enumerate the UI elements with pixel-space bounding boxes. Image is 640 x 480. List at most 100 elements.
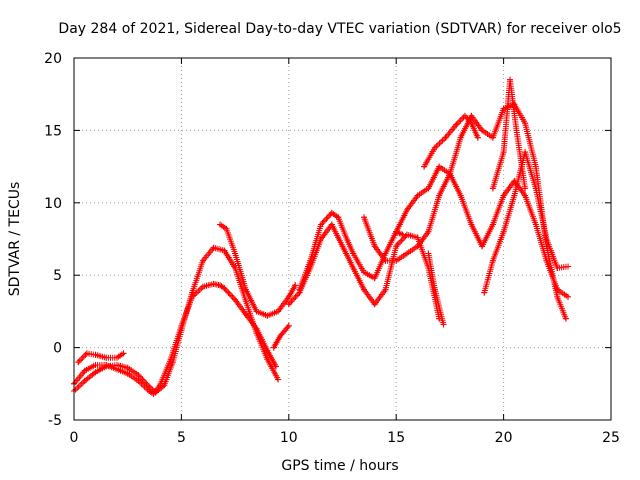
data-point	[360, 214, 367, 221]
data-point	[468, 221, 475, 228]
data-point	[489, 185, 496, 192]
series-track-g	[296, 209, 406, 293]
y-tick-label: 10	[44, 196, 62, 212]
data-point	[565, 293, 572, 300]
data-point	[285, 322, 292, 329]
data-point	[522, 192, 529, 199]
data-point	[199, 283, 206, 290]
data-point	[513, 127, 520, 134]
data-point	[120, 350, 127, 357]
series-track-k	[425, 250, 447, 328]
data-point	[275, 376, 282, 383]
data-point	[339, 243, 346, 250]
data-point	[161, 382, 168, 389]
data-point	[92, 361, 99, 368]
data-point	[554, 293, 561, 300]
data-point	[403, 250, 410, 257]
data-point	[440, 321, 447, 328]
data-point	[152, 389, 159, 396]
data-point	[393, 257, 400, 264]
x-axis-label: GPS time / hours	[281, 458, 398, 474]
data-point	[565, 263, 572, 270]
data-point	[461, 112, 468, 119]
data-point	[169, 359, 176, 366]
data-point	[371, 301, 378, 308]
data-point	[446, 170, 453, 177]
data-point	[189, 289, 196, 296]
data-point	[414, 243, 421, 250]
y-tick-label: 5	[53, 268, 62, 284]
data-point	[335, 214, 342, 221]
data-point	[264, 356, 271, 363]
data-point	[242, 311, 249, 318]
y-tick-label: 20	[44, 51, 62, 67]
data-point	[210, 280, 217, 287]
data-point	[414, 234, 421, 241]
data-point	[382, 286, 389, 293]
axis-ticks: 0 5 10 15 20 25 -5 0 5 10 15 20	[44, 51, 620, 446]
data-point	[425, 185, 432, 192]
data-point	[318, 221, 325, 228]
data-point	[113, 361, 120, 368]
data-point	[403, 207, 410, 214]
data-point	[232, 250, 239, 257]
data-point	[103, 363, 110, 370]
data-point	[223, 225, 230, 232]
x-tick-label: 25	[602, 430, 620, 446]
chart-title: Day 284 of 2021, Sidereal Day-to-day VTE…	[58, 21, 621, 37]
data-point	[393, 228, 400, 235]
data-point	[275, 308, 282, 315]
series-track-l	[481, 149, 572, 296]
series-track-j	[421, 112, 481, 170]
data-point	[92, 351, 99, 358]
data-point	[382, 250, 389, 257]
data-point	[124, 370, 131, 377]
data-point	[285, 293, 292, 300]
data-point	[350, 250, 357, 257]
data-point	[414, 192, 421, 199]
x-tick-label: 0	[70, 430, 79, 446]
data-point	[543, 236, 550, 242]
data-point	[442, 134, 449, 141]
data-point	[468, 112, 475, 119]
data-point	[292, 282, 299, 289]
data-point	[474, 134, 481, 141]
data-point	[210, 244, 217, 251]
data-point	[511, 101, 518, 108]
data-point	[178, 327, 185, 334]
data-point	[371, 275, 378, 282]
data-point	[221, 285, 228, 292]
data-point	[522, 185, 529, 192]
y-tick-label: 0	[53, 341, 62, 357]
data-point	[479, 127, 486, 134]
data-point	[457, 192, 464, 199]
data-point	[146, 383, 153, 390]
data-point	[436, 163, 443, 170]
data-point	[522, 149, 529, 156]
data-point	[431, 144, 438, 151]
data-point	[360, 269, 367, 276]
data-point	[532, 221, 539, 228]
data-point	[500, 105, 507, 112]
data-point	[285, 301, 292, 308]
data-point	[453, 121, 460, 128]
data-point	[554, 286, 561, 293]
data-point	[81, 367, 88, 374]
data-point	[489, 257, 496, 264]
data-point	[75, 359, 82, 366]
data-point	[217, 221, 224, 228]
data-point	[425, 250, 432, 257]
data-point	[554, 264, 561, 271]
data-point	[264, 347, 271, 354]
data-point	[500, 228, 507, 235]
data-point	[350, 264, 357, 271]
data-point	[135, 377, 142, 384]
data-point	[277, 333, 284, 340]
x-tick-label: 10	[280, 430, 298, 446]
data-point	[489, 134, 496, 141]
series-track-m	[489, 76, 529, 192]
data-point	[468, 120, 475, 127]
data-point	[242, 298, 249, 305]
data-point	[328, 221, 335, 228]
data-point	[113, 354, 120, 361]
